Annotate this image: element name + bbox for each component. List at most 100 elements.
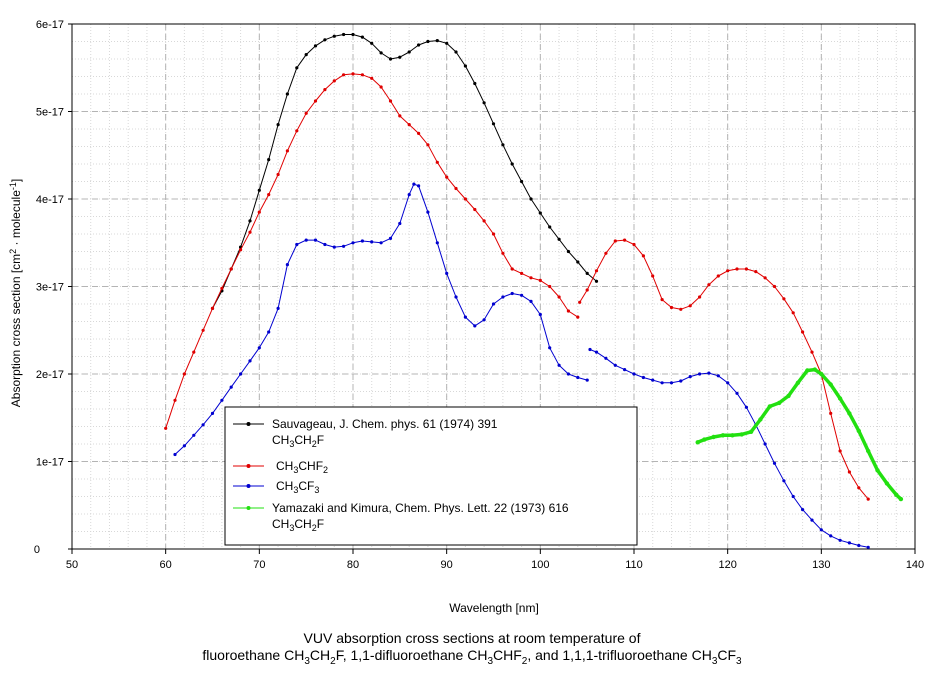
series-ch3chf2-point xyxy=(463,197,467,201)
series-sauvageau-ch3ch2f-point xyxy=(566,249,571,254)
series-ch3cf3-point xyxy=(407,193,411,197)
series-ch3cf3-point xyxy=(679,379,683,383)
series-ch3cf3-point xyxy=(351,241,355,245)
x-tick-label: 130 xyxy=(812,559,830,571)
series-sauvageau-ch3ch2f-point xyxy=(248,219,252,223)
series-ch3chf2-point xyxy=(304,111,308,115)
series-ch3chf2-point xyxy=(388,99,393,103)
series-ch3chf2-point xyxy=(342,73,346,77)
series-ch3cf3 xyxy=(173,182,870,549)
series-ch3chf2-point xyxy=(501,251,505,255)
y-tick-label: 1e-17 xyxy=(36,457,64,469)
y-tick-label: 3e-17 xyxy=(36,282,64,294)
series-ch3chf2-point xyxy=(201,328,205,332)
series-ch3cf3-point xyxy=(285,263,289,267)
legend-formula-sauvageau: CH3CH2F xyxy=(272,433,324,449)
series-ch3cf3-point xyxy=(716,374,720,378)
series-sauvageau-ch3ch2f-point xyxy=(529,197,533,201)
series-ch3cf3-point xyxy=(791,494,795,499)
series-sauvageau-ch3ch2f-point xyxy=(285,92,289,96)
series-ch3chf2-point xyxy=(491,232,496,236)
series-ch3chf2-point xyxy=(857,486,861,490)
series-ch3cf3-point xyxy=(688,375,692,379)
series-ch3chf2-point xyxy=(164,426,168,430)
x-tick-label: 80 xyxy=(347,559,359,571)
series-yamazaki-ch3ch2f-point xyxy=(711,434,716,440)
series-yamazaki-ch3ch2f-point xyxy=(837,396,843,401)
series-ch3cf3-point xyxy=(454,295,458,299)
series-ch3cf3-point xyxy=(192,433,196,437)
series-ch3cf3-point xyxy=(435,241,439,245)
series-sauvageau-ch3ch2f-point xyxy=(295,66,299,70)
series-ch3chf2-point xyxy=(707,283,711,287)
series-ch3chf2-point xyxy=(716,274,720,278)
series-ch3chf2-point xyxy=(192,350,196,354)
x-tick-label: 110 xyxy=(625,559,643,571)
series-ch3cf3-point xyxy=(857,543,861,548)
series-ch3cf3-point xyxy=(173,452,177,457)
series-ch3cf3-point xyxy=(267,330,271,334)
series-ch3cf3-point xyxy=(229,385,233,389)
series-ch3cf3-point xyxy=(388,236,393,240)
series-ch3chf2-point xyxy=(417,131,421,135)
series-ch3chf2-point xyxy=(276,172,280,177)
series-ch3cf3-point xyxy=(566,372,571,376)
series-yamazaki-ch3ch2f-point xyxy=(819,371,824,377)
series-sauvageau-ch3ch2f-point xyxy=(398,55,402,59)
series-yamazaki-ch3ch2f-point xyxy=(739,432,744,437)
series-yamazaki-ch3ch2f-point xyxy=(828,382,833,387)
series-ch3chf2-point xyxy=(838,449,842,453)
series-ch3cf3-point xyxy=(412,182,416,186)
series-sauvageau-ch3ch2f-point xyxy=(332,34,336,38)
series-yamazaki-ch3ch2f-line xyxy=(697,367,903,501)
series-ch3chf2-point xyxy=(679,307,683,311)
series-ch3chf2-point xyxy=(641,254,646,258)
series-ch3cf3-point xyxy=(585,378,589,382)
series-sauvageau-ch3ch2f-point xyxy=(313,44,318,48)
series-ch3cf3-point xyxy=(669,381,674,385)
series-ch3cf3-point xyxy=(698,372,702,376)
series-sauvageau-ch3ch2f-point xyxy=(257,188,261,192)
series-ch3cf3-point xyxy=(220,398,224,402)
series-sauvageau-ch3ch2f-point xyxy=(426,39,430,44)
series-sauvageau-ch3ch2f-point xyxy=(557,237,561,241)
series-yamazaki-ch3ch2f-point xyxy=(856,428,861,434)
series-sauvageau-ch3ch2f-point xyxy=(323,38,327,42)
series-yamazaki-ch3ch2f-point xyxy=(866,448,871,454)
y-tick-label: 6e-17 xyxy=(36,19,64,31)
series-ch3chf2-point xyxy=(594,269,599,273)
series-sauvageau-ch3ch2f-point xyxy=(407,50,411,54)
series-ch3chf2-point xyxy=(445,175,449,179)
series-ch3cf3-point xyxy=(342,244,346,248)
series-ch3chf2 xyxy=(164,72,870,501)
series-ch3cf3-point xyxy=(370,240,374,244)
series-ch3chf2-point xyxy=(313,99,318,103)
x-tick-label: 100 xyxy=(531,559,549,571)
series-ch3cf3-point xyxy=(623,368,627,372)
series-yamazaki-ch3ch2f-point xyxy=(702,437,707,442)
series-ch3cf3-point xyxy=(829,534,833,538)
series-ch3cf3-point xyxy=(295,242,299,247)
legend-formula-yamazaki: CH3CH2F xyxy=(272,517,324,533)
legend: Sauvageau, J. Chem. phys. 61 (1974) 391 … xyxy=(224,406,638,546)
series-sauvageau-ch3ch2f-point xyxy=(351,32,355,37)
series-ch3chf2-line xyxy=(579,239,869,500)
series-ch3chf2-point xyxy=(351,72,355,76)
series-ch3chf2-point xyxy=(229,267,233,271)
series-ch3chf2-point xyxy=(529,276,533,280)
series-ch3chf2-point xyxy=(482,219,486,223)
series-yamazaki-ch3ch2f-point xyxy=(720,433,726,438)
series-ch3chf2-point xyxy=(248,230,252,234)
y-tick-label: 0 xyxy=(34,544,40,556)
series-ch3cf3-point xyxy=(801,508,805,512)
series-yamazaki-ch3ch2f-point xyxy=(767,404,772,409)
series-sauvageau-ch3ch2f-point xyxy=(417,43,421,47)
series-ch3cf3-point xyxy=(239,372,243,376)
series-ch3chf2-point xyxy=(182,372,186,376)
series-ch3cf3-point xyxy=(744,405,749,409)
series-ch3cf3-point xyxy=(491,302,496,306)
series-sauvageau-ch3ch2f-point xyxy=(585,271,589,275)
series-ch3chf2-point xyxy=(623,238,627,242)
series-ch3chf2-point xyxy=(370,76,374,80)
series-ch3chf2-point xyxy=(810,350,814,354)
